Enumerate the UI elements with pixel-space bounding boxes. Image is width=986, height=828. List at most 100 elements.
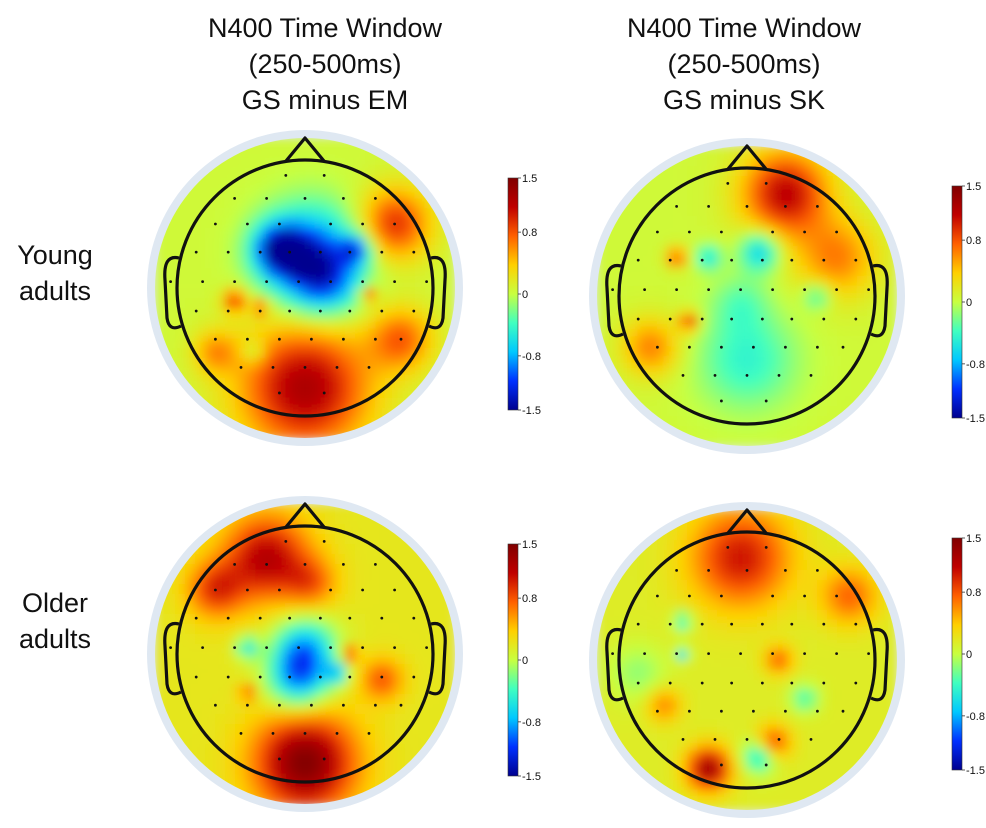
electrode-dot (790, 681, 794, 685)
electrode-dot (816, 569, 819, 572)
electrode-dot (760, 622, 764, 626)
colorbar-tick-label: 1.5 (966, 181, 981, 193)
row-label-line1: Young (17, 240, 93, 270)
electrode-dot (380, 616, 384, 620)
colorbar-tick-label: -0.8 (522, 717, 541, 729)
electrode-dot (668, 258, 672, 262)
electrode-dot (707, 205, 710, 208)
electrode-dot (342, 563, 345, 566)
scalp-circle (175, 524, 435, 784)
electrode-dot (668, 317, 672, 321)
electrode-dot (233, 280, 237, 283)
electrode-dot (854, 622, 858, 626)
electrode-dot (720, 230, 723, 234)
electrode-dot (412, 675, 416, 679)
electrode-dot (303, 365, 307, 369)
electrode-dot (675, 205, 678, 208)
electrode-dot (239, 731, 243, 735)
electrode-dot (303, 563, 307, 566)
electrode-dot (713, 737, 717, 741)
electrode-dot (803, 288, 806, 291)
electrode-dot (374, 563, 377, 566)
electrode-dot (707, 288, 710, 291)
electrode-dot (399, 703, 403, 707)
electrode-dot (258, 309, 262, 313)
electrode-dot (335, 365, 339, 369)
electrode-dot (233, 563, 237, 566)
left-ear (605, 627, 624, 702)
electrode-dot (214, 222, 217, 226)
electrode-dot (760, 317, 764, 321)
electrode-dot (636, 622, 640, 626)
electrode-dot (226, 675, 230, 679)
electrode-dot (822, 258, 826, 262)
electrode-dot (720, 709, 723, 713)
electrode-dot (169, 646, 173, 649)
electrode-dot (688, 594, 691, 598)
electrode-dot (239, 365, 243, 369)
colorbar-tick-label: -1.5 (966, 765, 985, 777)
row-label-line2: adults (18, 276, 92, 306)
electrode-dot (835, 594, 838, 598)
electrode-dot (297, 646, 300, 649)
electrode-dot (720, 345, 723, 349)
electrode-dot (739, 652, 742, 655)
electrode-dot (790, 622, 794, 626)
electrode-dot (361, 588, 364, 592)
electrode-dot (726, 545, 730, 549)
colorbar-tick-label: 0 (966, 649, 972, 661)
electrode-dot (288, 675, 292, 679)
electrode-dot (771, 652, 774, 655)
electrode-dot (265, 280, 268, 283)
electrode-dot (764, 399, 768, 403)
electrode-dot (322, 173, 326, 177)
electrode-dot (803, 230, 806, 234)
electrode-dot (399, 337, 403, 341)
electrode-dot (771, 288, 774, 291)
electrode-dot (412, 250, 416, 254)
electrode-dot (361, 646, 364, 649)
electrode-dot (425, 280, 428, 283)
electrode-dot (271, 365, 275, 369)
electrode-dot (854, 258, 858, 262)
column-title-line1: N400 Time Window (207, 13, 443, 43)
electrode-dot (258, 250, 262, 254)
electrode-dot (329, 280, 332, 283)
colorbar-tick-label: 1.5 (522, 173, 537, 185)
electrode-dot (303, 197, 307, 200)
electrode-dot (214, 588, 217, 592)
colorbar-tick-label: 1.5 (522, 539, 537, 551)
electrode-dot (380, 309, 384, 313)
left-ear (163, 255, 182, 330)
electrode-dot (784, 709, 787, 713)
electrode-dot (835, 288, 838, 291)
row-label-older: Older adults (0, 585, 110, 657)
electrode-dot (374, 197, 377, 200)
electrode-dot (656, 230, 659, 234)
column-title-line1: N400 Time Window (626, 13, 862, 43)
electrode-dot (342, 197, 345, 200)
electrode-dot (611, 652, 614, 655)
electrode-dot (668, 681, 672, 685)
electrode-dot (816, 345, 819, 349)
electrode-dot (790, 258, 794, 262)
electrode-dot (214, 703, 217, 707)
electrode-dot (348, 675, 352, 679)
electrode-dot (784, 569, 787, 572)
electrode-dot (342, 703, 345, 707)
electrode-dot (700, 681, 704, 685)
colorbar-tick-label: -1.5 (966, 413, 985, 425)
electrode-dot (707, 569, 710, 572)
electrode-dot (816, 709, 819, 713)
electrode-dot (681, 737, 685, 741)
electrode-dot (361, 222, 364, 226)
electrode-dot (822, 681, 826, 685)
electrode-dot (246, 703, 249, 707)
electrode-sites (169, 539, 428, 761)
electrode-dot (784, 345, 787, 349)
